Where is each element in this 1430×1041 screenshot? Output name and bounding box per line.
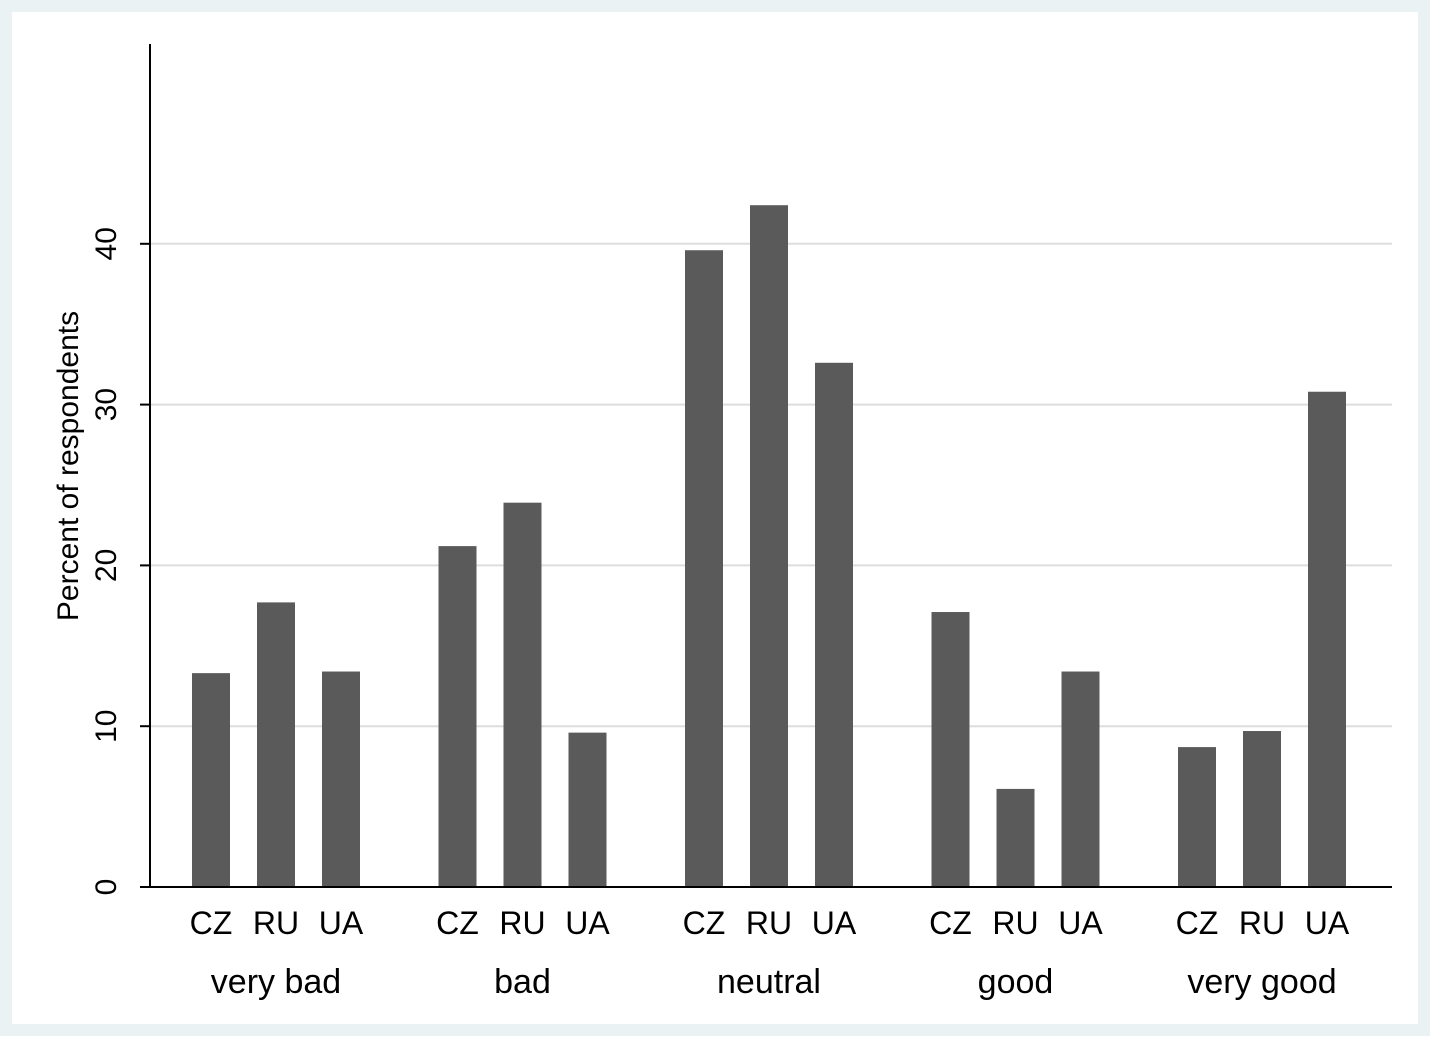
x-bar-label: RU	[499, 905, 545, 941]
y-tick-label: 0	[90, 879, 123, 896]
bar-very-good-cz	[1178, 747, 1216, 887]
x-labels: CZ RU UA very bad CZ RU UA bad CZ RU UA neutral CZ RU…	[190, 905, 1350, 1001]
bars	[192, 205, 1346, 887]
x-bar-label: CZ	[683, 905, 726, 941]
y-axis-label: Percent of respondents	[52, 311, 85, 621]
x-bar-label: CZ	[1176, 905, 1219, 941]
axes	[149, 44, 1392, 888]
x-bar-label: UA	[1058, 905, 1103, 941]
bar-very-good-ru	[1243, 731, 1281, 887]
bar-bad-ua	[568, 732, 607, 887]
y-tick-label: 30	[90, 388, 123, 421]
y-tick-label: 20	[90, 549, 123, 582]
x-bar-label: RU	[746, 905, 792, 941]
x-bar-label: CZ	[929, 905, 972, 941]
y-tick-label: 40	[90, 227, 123, 260]
bar-very-bad-cz	[192, 673, 230, 887]
bar-good-ru	[996, 788, 1035, 887]
bar-very-bad-ru	[257, 602, 295, 887]
x-bar-label: RU	[1239, 905, 1285, 941]
x-bar-label: UA	[319, 905, 364, 941]
bar-good-ua	[1061, 671, 1100, 887]
x-bar-label: RU	[992, 905, 1038, 941]
x-bar-label: RU	[253, 905, 299, 941]
y-tick-label: 10	[90, 710, 123, 743]
x-group-label: very good	[1187, 963, 1336, 1001]
bar-bad-cz	[438, 546, 477, 887]
x-group-label: neutral	[717, 963, 821, 1001]
bar-very-good-ua	[1308, 391, 1346, 887]
bar-neutral-cz	[685, 250, 723, 887]
x-bar-label: UA	[1305, 905, 1350, 941]
x-bar-label: CZ	[436, 905, 479, 941]
x-bar-label: UA	[812, 905, 857, 941]
x-bar-label: CZ	[190, 905, 233, 941]
x-bar-label: UA	[565, 905, 610, 941]
bar-very-bad-ua	[322, 671, 360, 887]
bar-neutral-ru	[750, 205, 788, 887]
y-ticks: 0 10 20 30 40	[90, 227, 150, 895]
x-group-label: very bad	[211, 963, 341, 1001]
x-group-label: good	[978, 963, 1054, 1001]
bar-neutral-ua	[815, 362, 853, 887]
x-group-label: bad	[494, 963, 551, 1001]
bar-bad-ru	[503, 502, 542, 887]
bar-good-cz	[931, 612, 970, 887]
